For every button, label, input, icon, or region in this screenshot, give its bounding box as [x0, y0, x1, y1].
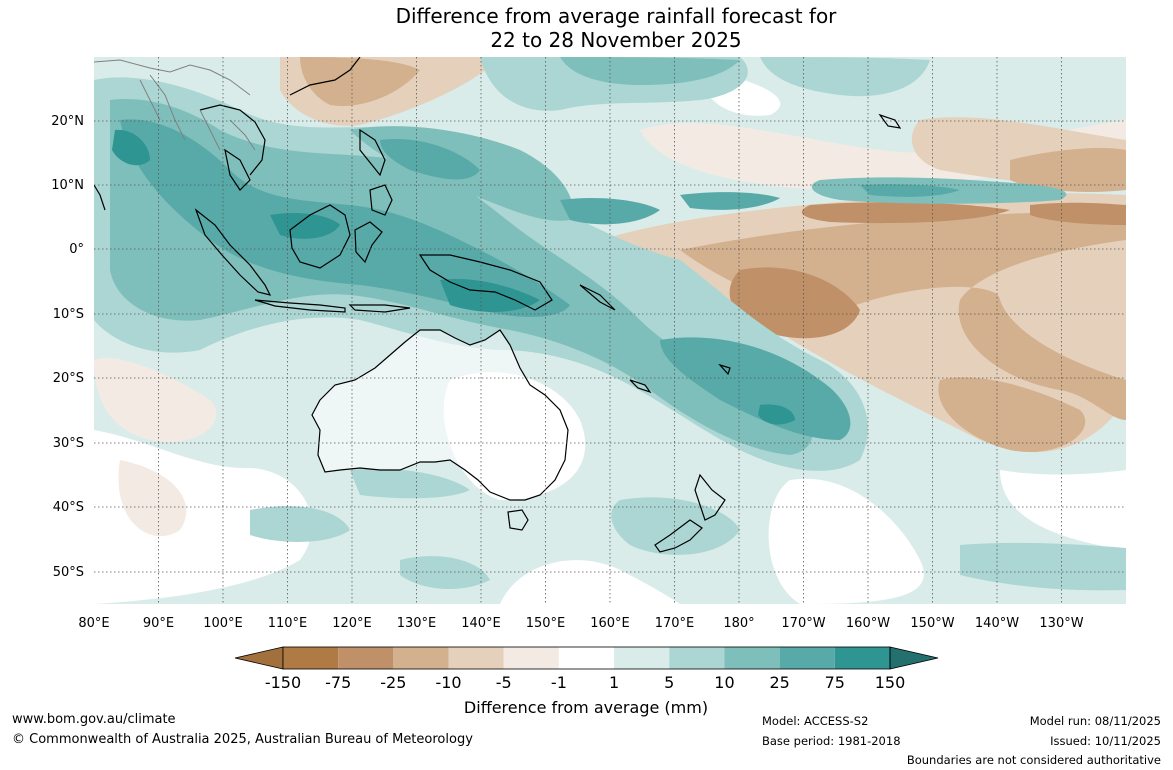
colorbar-segment — [834, 647, 890, 669]
colorbar-tick-label: -10 — [435, 673, 461, 692]
wet-regions — [94, 57, 1126, 591]
colorbar-arrow-high — [889, 646, 939, 670]
lon-tick-label: 90°E — [143, 616, 174, 631]
title-line-1: Difference from average rainfall forecas… — [395, 4, 837, 28]
colorbar-tick-label: -75 — [325, 673, 351, 692]
colorbar-segment — [503, 647, 559, 669]
lon-tick-label: 140°E — [461, 616, 501, 631]
lon-tick-label: 110°E — [268, 616, 308, 631]
maritime-continent-outlines — [94, 57, 902, 394]
colorbar-tick-label: 150 — [875, 673, 906, 692]
colorbar-tick-label: 10 — [714, 673, 734, 692]
colorbar-tick-label: -150 — [265, 673, 301, 692]
lon-tick-label: 130°E — [397, 616, 437, 631]
colorbar-segment — [338, 647, 394, 669]
lon-tick-label: 150°W — [910, 616, 954, 631]
colorbar-tick-label: -5 — [496, 673, 512, 692]
asia-borders — [94, 59, 256, 151]
lat-tick-label: 10°S — [53, 307, 84, 322]
model-text: Model: ACCESS-S2 — [762, 714, 869, 728]
colorbar-segment — [558, 647, 615, 669]
colorbar-segment — [779, 647, 835, 669]
colorbar-segment — [448, 647, 504, 669]
lat-tick-label: 0° — [69, 242, 84, 257]
chart-title: Difference from average rainfall forecas… — [0, 4, 1173, 52]
lon-tick-label: 150°E — [526, 616, 566, 631]
colorbar-tick-label: -25 — [380, 673, 406, 692]
lat-tick-label: 20°S — [53, 371, 84, 386]
lon-tick-label: 80°E — [78, 616, 109, 631]
lon-tick-label: 130°W — [1039, 616, 1083, 631]
colorbar: -150 -75 -25 -10 -5 -1 1 5 10 25 75 150 — [234, 646, 939, 692]
colorbar-tick-label: 75 — [825, 673, 845, 692]
disclaimer-text: Boundaries are not considered authoritat… — [906, 753, 1161, 767]
issued-text: Issued: 10/11/2025 — [1050, 734, 1161, 748]
lon-tick-label: 160°E — [590, 616, 630, 631]
lon-tick-label: 140°W — [975, 616, 1019, 631]
base-period-text: Base period: 1981-2018 — [762, 734, 901, 748]
lon-tick-label: 180° — [723, 616, 754, 631]
colorbar-tick-label: -1 — [551, 673, 567, 692]
website-link[interactable]: www.bom.gov.au/climate — [12, 712, 176, 727]
colorbar-tick-label: 25 — [769, 673, 789, 692]
model-run-text: Model run: 08/11/2025 — [1029, 714, 1161, 728]
colorbar-tick-label: 5 — [664, 673, 674, 692]
lat-tick-label: 30°S — [53, 436, 84, 451]
legend-title: Difference from average (mm) — [464, 698, 708, 717]
lat-tick-label: 10°N — [51, 178, 84, 193]
graticule — [94, 57, 1126, 604]
colorbar-segment — [724, 647, 780, 669]
title-line-2: 22 to 28 November 2025 — [490, 28, 742, 52]
longitude-labels: 80°E 90°E 100°E 110°E 120°E 130°E 140°E … — [78, 616, 1083, 631]
lon-tick-label: 160°W — [846, 616, 890, 631]
lon-tick-label: 170°E — [655, 616, 695, 631]
colorbar-segment — [283, 647, 339, 669]
colorbar-outline — [282, 646, 891, 670]
copyright-text: © Commonwealth of Australia 2025, Austra… — [12, 732, 473, 747]
new-zealand — [654, 473, 726, 553]
latitude-labels: 20°N 10°N 0° 10°S 20°S 30°S 40°S 50°S — [51, 114, 84, 580]
colorbar-tick-label: 1 — [609, 673, 619, 692]
lat-tick-label: 20°N — [51, 114, 84, 129]
map-panel — [94, 57, 1126, 604]
lon-tick-label: 170°W — [781, 616, 825, 631]
colorbar-segment — [614, 647, 670, 669]
lat-tick-label: 50°S — [53, 565, 84, 580]
lat-tick-label: 40°S — [53, 500, 84, 515]
australia-landmass — [311, 329, 569, 531]
lon-tick-label: 120°E — [332, 616, 372, 631]
colorbar-arrow-low — [234, 646, 284, 670]
dry-regions — [94, 57, 1126, 453]
colorbar-segment — [393, 647, 449, 669]
colorbar-segment — [669, 647, 725, 669]
lon-tick-label: 100°E — [203, 616, 243, 631]
